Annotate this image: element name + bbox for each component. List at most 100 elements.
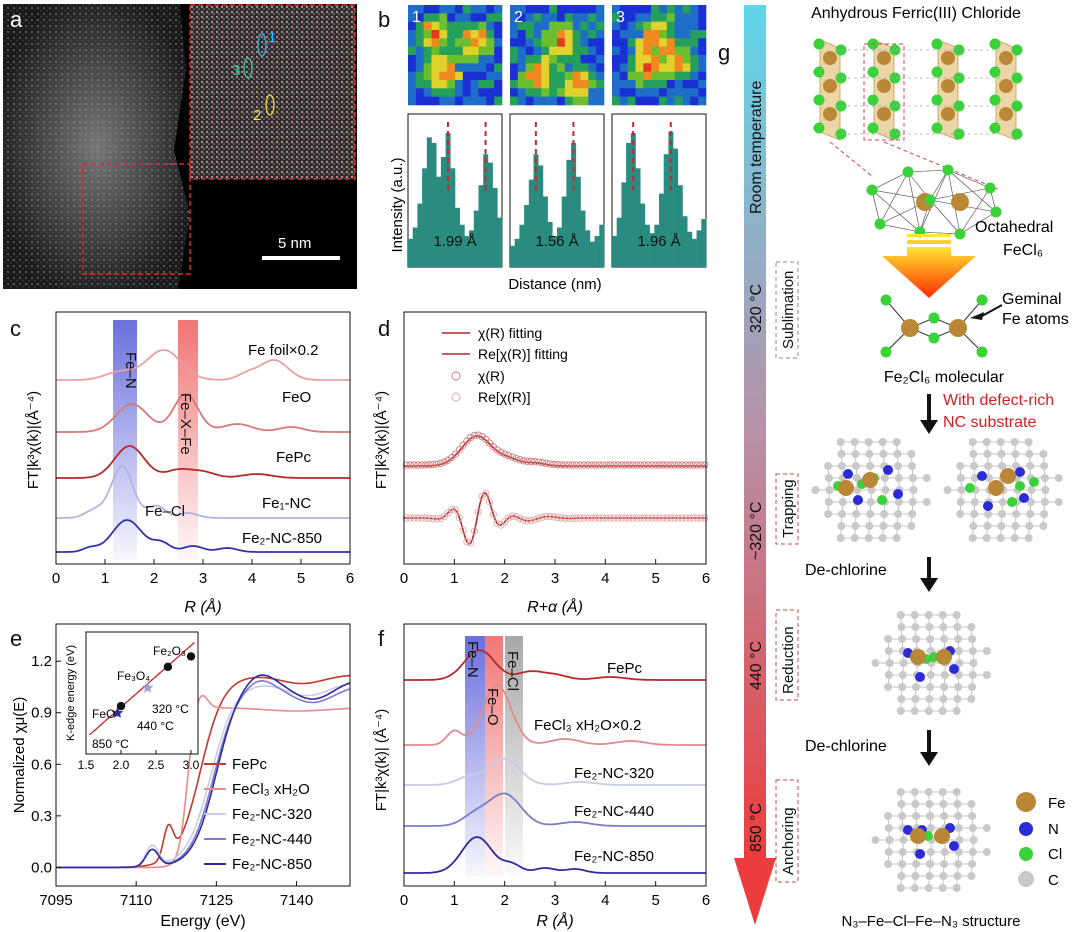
lattice-c-atom [884, 635, 893, 643]
e-inset-xtick-label: 3.0 [183, 758, 200, 772]
heatmap-cell [612, 5, 621, 14]
heatmap-cell [525, 96, 534, 106]
heatmap-cell [651, 63, 660, 72]
crystal-fe-atom [823, 51, 837, 65]
heatmap-cell [533, 55, 542, 64]
zoom-region-box [82, 163, 191, 275]
heatmap-cell [612, 38, 621, 47]
e-inset-fit-line [89, 641, 195, 736]
annotation-3: 3 [232, 62, 240, 79]
d-data-magnitude [550, 460, 558, 469]
heatmap-cell [462, 71, 471, 81]
f-band-fe-cl [505, 636, 523, 876]
d-data-magnitude [553, 461, 562, 469]
crystal-cl-atom [889, 44, 901, 56]
d-data-real [557, 514, 565, 522]
heatmap-cell [572, 55, 581, 64]
heatmap-cell [580, 13, 589, 22]
heatmap-cell [431, 71, 440, 81]
lattice-fe-atom [910, 828, 926, 844]
heatmap-cell [533, 13, 542, 22]
heatmap-cell [533, 80, 542, 89]
d-data-magnitude [414, 461, 422, 469]
heatmap-cell [643, 13, 652, 22]
histogram-bar [510, 245, 515, 267]
heatmap-cell [682, 46, 691, 56]
d-data-magnitude [610, 461, 618, 469]
heatmap-cell [698, 80, 707, 89]
heatmap-cell [690, 5, 699, 14]
heatmap-cell [588, 46, 597, 56]
histogram-bar [542, 196, 548, 267]
crystal-fe-atom [823, 107, 837, 121]
heatmap-cell [415, 55, 424, 64]
histogram-bar [436, 176, 442, 267]
heatmap-cell [659, 96, 668, 106]
crystal-cl-atom [867, 122, 879, 134]
heatmap-cell [525, 46, 534, 56]
e-inset-frame [85, 631, 199, 755]
heatmap-cell [486, 13, 495, 22]
d-legend-0: χ(R) fitting [478, 325, 542, 341]
heatmap-cell [517, 5, 526, 14]
heatmap-cell [541, 80, 550, 89]
lattice-c-atom [926, 635, 935, 643]
lattice-c-atom [998, 462, 1007, 470]
d-data-real [470, 527, 479, 535]
heatmap-cell [470, 5, 479, 14]
lattice-c-atom [970, 510, 979, 518]
heatmap-cell [643, 71, 652, 81]
heatmap-cell [462, 88, 471, 97]
histogram-bar [621, 182, 627, 267]
heatmap-cell [470, 71, 479, 81]
lattice-c-atom [954, 635, 963, 643]
c-band-label-fe-x-fe: Fe–X–Fe [177, 393, 194, 455]
c-plot [56, 348, 350, 553]
crystal-cl-atom [989, 122, 1001, 134]
heatmap-cell [596, 21, 605, 31]
heatmap-cell [517, 13, 526, 22]
lattice-c-atom [911, 872, 920, 880]
lattice-c-atom [1011, 450, 1020, 458]
d-data-real [648, 514, 656, 522]
heatmap-cell [494, 55, 503, 64]
lattice-c-atom [967, 695, 976, 703]
heatmap-cell [612, 71, 621, 81]
heatmap-cell [651, 38, 660, 47]
heatmap-cell [690, 38, 699, 47]
c-xlabel: R (Å) [184, 597, 221, 616]
d-data-real [519, 516, 528, 524]
lattice-c-atom [924, 611, 933, 619]
crystal-cl-atom [931, 94, 943, 106]
d-data-real [504, 514, 513, 522]
heatmap-cell [698, 46, 707, 56]
crystal-cl-atom [835, 128, 847, 140]
f-series-4 [404, 836, 706, 874]
heatmap-cell [431, 63, 440, 72]
heatmap-cell [423, 80, 432, 89]
lattice-c-atom [866, 462, 875, 470]
stage-reduction: Reduction [780, 626, 797, 694]
g-title: Anhydrous Ferric(III) Chloride [811, 5, 1021, 22]
heatmap-cell [439, 96, 448, 106]
heatmap-cell [525, 80, 534, 89]
heatmap-cell [572, 21, 581, 31]
heatmap-cell [510, 96, 519, 106]
heatmap-cell [588, 13, 597, 22]
heatmap-cell [682, 96, 691, 106]
lattice-c-atom [1027, 486, 1036, 494]
lattice-c-atom [997, 450, 1006, 458]
heatmap-cell [651, 30, 660, 39]
heatmap-cell [596, 30, 605, 39]
heatmap-cell [690, 46, 699, 56]
crystal-cl-atom [867, 94, 879, 106]
heatmap-cell [447, 21, 456, 31]
d-legend-2: χ(R) [478, 368, 505, 384]
arrow-stripe-2 [907, 240, 951, 244]
f-series-1 [404, 684, 706, 746]
heatmap-cell [690, 21, 699, 31]
lattice-c-atom [984, 462, 993, 470]
d-data-magnitude [512, 454, 520, 463]
